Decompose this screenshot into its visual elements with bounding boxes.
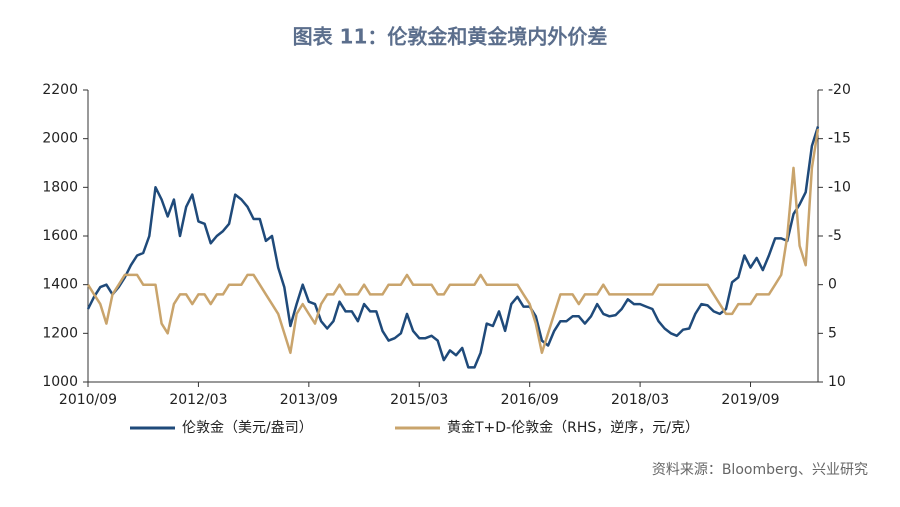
y2-tick-label: 5 bbox=[828, 325, 837, 341]
x-tick-label: 2010/09 bbox=[59, 392, 117, 408]
y-tick-label: 1200 bbox=[42, 325, 78, 341]
y2-tick-label: -20 bbox=[828, 82, 851, 98]
x-tick-label: 2019/09 bbox=[721, 392, 779, 408]
x-tick-label: 2015/03 bbox=[390, 392, 448, 408]
source-note: 资料来源：Bloomberg、兴业研究 bbox=[652, 462, 868, 478]
y2-tick-label: -10 bbox=[828, 179, 851, 195]
x-tick-label: 2013/09 bbox=[280, 392, 338, 408]
y-tick-label: 1800 bbox=[42, 179, 78, 195]
y-tick-label: 1400 bbox=[42, 277, 78, 293]
chart-title: 图表 11：伦敦金和黄金境内外价差 bbox=[293, 25, 608, 49]
y-tick-label: 1600 bbox=[42, 228, 78, 244]
y-tick-label: 1000 bbox=[42, 374, 78, 390]
y2-tick-label: -5 bbox=[828, 228, 842, 244]
y-tick-label: 2200 bbox=[42, 82, 78, 98]
legend-label: 伦敦金（美元/盎司） bbox=[182, 420, 313, 436]
x-tick-label: 2016/09 bbox=[501, 392, 559, 408]
y2-tick-label: 10 bbox=[828, 374, 846, 390]
y2-tick-label: 0 bbox=[828, 277, 837, 293]
series-line bbox=[86, 126, 820, 369]
y2-tick-label: -15 bbox=[828, 131, 851, 147]
series-line bbox=[86, 128, 820, 355]
x-tick-label: 2012/03 bbox=[169, 392, 227, 408]
legend-label: 黄金T+D-伦敦金（RHS，逆序，元/克） bbox=[447, 419, 699, 436]
x-tick-label: 2018/03 bbox=[611, 392, 669, 408]
y-tick-label: 2000 bbox=[42, 131, 78, 147]
